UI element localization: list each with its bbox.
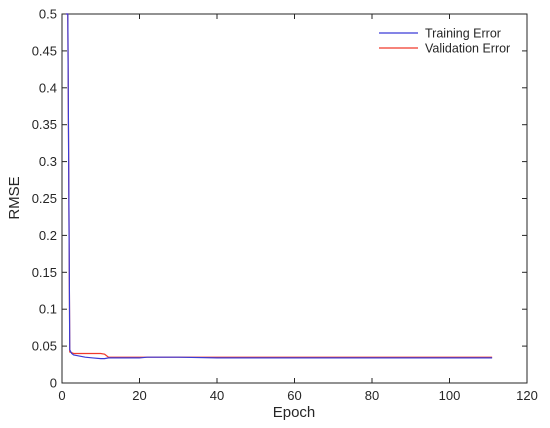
x-tick-label: 60 <box>287 388 301 403</box>
y-tick-label: 0.15 <box>32 265 57 280</box>
axis-ticks: 0 20 40 60 80 100 120 0 0.05 0.1 0.15 0.2 0.25 0.3 0.3… <box>32 7 538 404</box>
series-line-validation-error <box>65 13 493 358</box>
y-tick-label: 0.25 <box>32 191 57 206</box>
x-tick-label: 20 <box>132 388 146 403</box>
y-tick-label: 0.5 <box>39 7 57 22</box>
x-tick-label: 40 <box>210 388 224 403</box>
legend-label: Validation Error <box>425 42 510 56</box>
series-line-training-error <box>65 13 493 360</box>
series-lines <box>65 13 493 360</box>
y-tick-label: 0.35 <box>32 117 57 132</box>
x-tick-label: 80 <box>365 388 379 403</box>
y-tick-label: 0.4 <box>39 80 57 95</box>
y-tick-label: 0.2 <box>39 228 57 243</box>
x-tick-label: 100 <box>439 388 461 403</box>
y-axis-label: RMSE <box>6 176 23 219</box>
y-tick-label: 0.1 <box>39 302 57 317</box>
x-axis-label: Epoch <box>273 404 316 421</box>
plot-area <box>61 13 528 384</box>
x-tick-label: 120 <box>516 388 538 403</box>
x-tick-label: 0 <box>58 388 65 403</box>
y-tick-label: 0.3 <box>39 154 57 169</box>
y-tick-label: 0.05 <box>32 339 57 354</box>
legend-label: Training Error <box>425 27 501 41</box>
y-tick-label: 0.45 <box>32 43 57 58</box>
y-tick-label: 0 <box>50 376 57 391</box>
